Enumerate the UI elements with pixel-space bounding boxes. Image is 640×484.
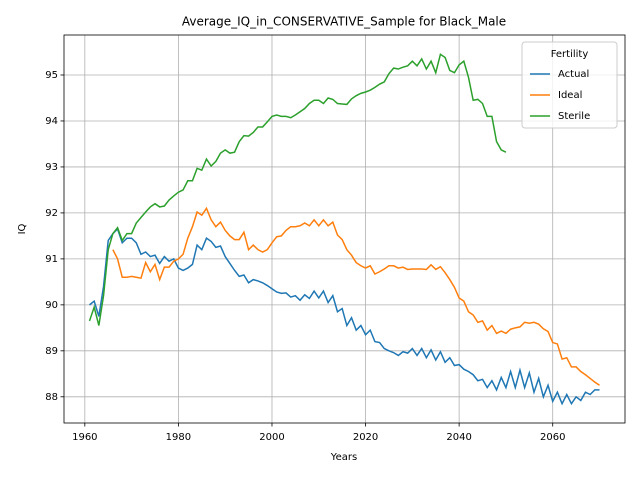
x-tick-label: 2040 (446, 432, 471, 443)
y-tick-label: 91 (45, 254, 58, 265)
legend-label: Sterile (558, 111, 590, 122)
y-tick-label: 90 (45, 300, 58, 311)
grid (64, 35, 625, 423)
x-tick-label: 1980 (166, 432, 191, 443)
x-tick-label: 2060 (540, 432, 565, 443)
series-line (88, 53, 507, 326)
legend: Fertility Actual Ideal Sterile (521, 41, 618, 129)
y-tick-label: 92 (45, 208, 58, 219)
y-tick-label: 95 (45, 70, 58, 81)
x-tick-label: 2020 (353, 432, 378, 443)
y-axis-label: IQ (17, 223, 28, 234)
legend-box (521, 41, 618, 129)
y-tick-label: 94 (45, 116, 58, 127)
x-axis-label: Years (330, 452, 357, 463)
legend-title: Fertility (551, 49, 589, 60)
chart-title: Average_IQ_in_CONSERVATIVE_Sample for Bl… (182, 15, 506, 29)
y-tick-label: 88 (45, 392, 58, 403)
series-line (112, 206, 600, 386)
legend-label: Ideal (558, 90, 582, 101)
plot-frame (63, 34, 626, 424)
y-tick-label: 89 (45, 346, 58, 357)
x-tick-label: 1960 (72, 432, 97, 443)
legend-label: Actual (558, 69, 589, 80)
x-tick-label: 2000 (259, 432, 284, 443)
y-tick-label: 93 (45, 162, 58, 173)
lines (88, 53, 600, 406)
